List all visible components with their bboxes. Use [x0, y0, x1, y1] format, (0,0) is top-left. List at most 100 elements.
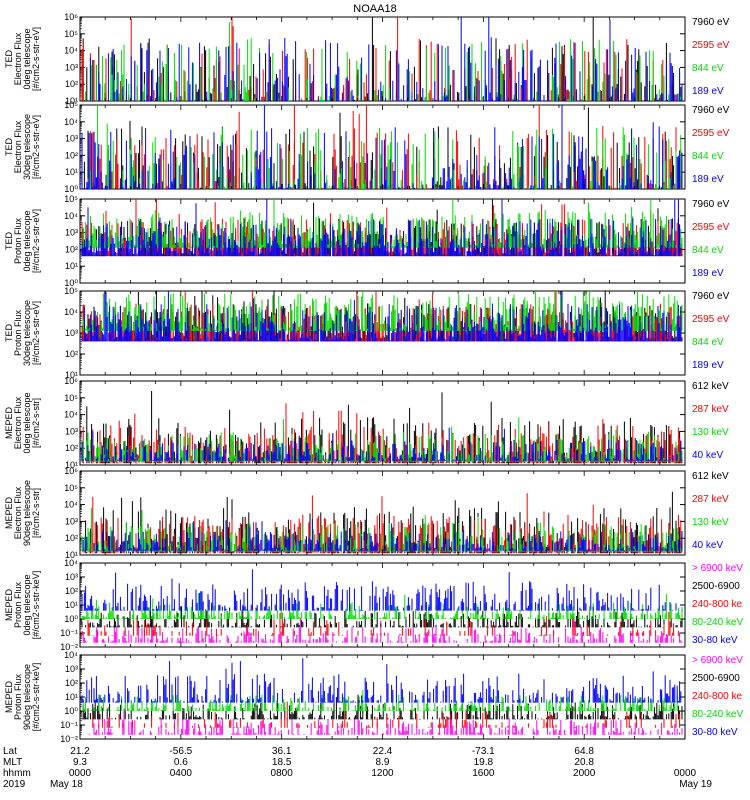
- trace-black: [81, 694, 683, 720]
- trace-blue: [82, 519, 683, 551]
- trace-blue: [81, 291, 683, 342]
- legend-entry: 240-800 ke: [692, 691, 742, 702]
- y-axis-label-line: 0deg telescope: [22, 210, 32, 271]
- y-tick-label: 10³: [65, 134, 78, 144]
- y-tick-label: 10³: [65, 228, 78, 238]
- x-tick-mlt: 0.6: [174, 757, 188, 768]
- figure-title: NOAA18: [353, 3, 396, 15]
- y-tick-label: 10⁶: [64, 466, 78, 476]
- y-axis-label-line: 30deg telescope: [22, 300, 32, 366]
- panel-5: 10¹ 10² 10³ 10⁴ 10⁵ 10⁶ MEPEDElectron Flux0deg…: [4, 376, 729, 470]
- y-tick-label: 10⁻¹: [60, 720, 78, 730]
- y-axis-label-line: Electron Flux: [13, 120, 23, 173]
- panel-8: 10⁻² 10⁻¹ 10⁰ 10¹ 10² 10³ 10⁴ MEPEDProton Flux9…: [4, 650, 743, 744]
- legend-entry: 287 keV: [692, 494, 729, 505]
- panel-1: 10¹ 10² 10³ 10⁴ 10⁵ 10⁶ TEDElectron Flux0deg t…: [4, 12, 730, 106]
- panel-4: 10¹ 10² 10³ 10⁴ 10⁵ TEDProton Flux30deg teles…: [4, 286, 730, 380]
- trace-black: [82, 17, 682, 101]
- legend-entry: 189 eV: [692, 86, 724, 97]
- trace-green: [81, 593, 683, 619]
- y-axis-label: TEDProton Flux30deg telescope[#/cm2-s-st…: [4, 300, 41, 366]
- legend-entry: 612 keV: [692, 381, 729, 392]
- y-axis-label-line: [#/cm2-s-str-eV]: [31, 209, 41, 273]
- x-tick-lat: -56.5: [169, 746, 192, 757]
- x-tick-hhmm: 1600: [472, 768, 495, 779]
- y-tick-label: 10³: [65, 664, 78, 674]
- y-tick-label: 10⁵: [64, 393, 78, 403]
- x-tick-mlt: 19.8: [474, 757, 494, 768]
- x-tick-hhmm: 0000: [69, 768, 92, 779]
- x-row-label: 2019: [3, 779, 26, 790]
- panel-frame: [79, 562, 686, 648]
- data-traces: [81, 199, 683, 257]
- legend-entry: 2595 eV: [692, 314, 730, 325]
- trace-black: [83, 107, 682, 189]
- y-tick-label: 10¹: [65, 261, 78, 271]
- y-tick-label: 10³: [65, 516, 78, 526]
- y-axis-label: MEPEDProton Flux0deg telescope[#/cm2-s-s…: [4, 571, 41, 640]
- x-tick-mlt: 9.3: [73, 757, 87, 768]
- y-axis-label-line: Electron Flux: [13, 486, 23, 539]
- y-axis-label-line: MEPED: [4, 589, 14, 622]
- trace-magenta: [82, 708, 683, 735]
- data-traces: [81, 105, 683, 189]
- y-tick-label: 10²: [65, 79, 78, 89]
- y-axis-label-line: [#/cm2-s-str-eV]: [31, 301, 41, 365]
- x-tick-hhmm: 2000: [573, 768, 596, 779]
- y-tick-label: 10⁴: [64, 46, 78, 56]
- y-axis-label-line: [#/cm2-s-str-keV]: [31, 663, 41, 732]
- y-tick-label: 10⁵: [64, 194, 78, 204]
- y-axis-label-line: Electron Flux: [13, 396, 23, 449]
- y-axis-label: MEPEDElectron Flux0deg telescope[#/cm2-s…: [4, 392, 41, 453]
- y-axis-label-line: 0deg telescope: [22, 28, 32, 89]
- y-axis-label: TEDElectron Flux30deg telescope[#/cm2-s-…: [4, 114, 41, 180]
- y-tick-label: 10⁻¹: [60, 628, 78, 638]
- y-axis-label-line: 30deg telescope: [22, 114, 32, 180]
- y-axis-label-line: 0deg telescope: [22, 574, 32, 635]
- y-tick-label: 10²: [65, 244, 78, 254]
- trace-red: [81, 612, 681, 636]
- y-tick-label: 10²: [65, 678, 78, 688]
- legend-entry: 130 keV: [692, 427, 729, 438]
- x-tick-lat: 36.1: [272, 746, 292, 757]
- trace-green: [85, 22, 683, 101]
- trace-blue: [81, 199, 683, 257]
- y-tick-label: 10⁴: [64, 558, 78, 568]
- legend-entry: 2500-6900: [692, 673, 740, 684]
- trace-blue: [81, 658, 682, 703]
- trace-blue: [81, 105, 683, 189]
- trace-blue: [83, 17, 683, 101]
- y-tick-label: 10⁴: [64, 500, 78, 510]
- y-axis-label-line: Proton Flux: [13, 581, 23, 628]
- y-tick-label: 10⁶: [64, 12, 78, 22]
- x-tick-hhmm: 1200: [371, 768, 394, 779]
- x-tick-date: May 19: [679, 779, 712, 790]
- x-tick-lat: 64.8: [574, 746, 594, 757]
- y-tick-label: 10¹: [65, 600, 78, 610]
- x-tick-mlt: 20.8: [574, 757, 594, 768]
- y-axis-label-line: TED: [4, 49, 14, 68]
- y-axis-label-line: 90deg telescope: [22, 664, 32, 730]
- y-tick-label: 10⁰: [64, 706, 78, 716]
- y-tick-label: 10¹: [65, 460, 78, 470]
- y-axis-label-line: [#/cm2-s-str-keV]: [31, 571, 41, 640]
- y-axis-label-line: MEPED: [4, 407, 14, 440]
- y-tick-label: 10⁰: [64, 614, 78, 624]
- x-row-label: MLT: [3, 757, 22, 768]
- y-axis-label-line: TED: [4, 137, 14, 156]
- legend-entry: 2595 eV: [692, 40, 730, 51]
- legend-entry: > 6900 keV: [692, 563, 743, 574]
- y-axis-label-line: Electron Flux: [13, 32, 23, 85]
- panel-2: 10⁰ 10¹ 10² 10³ 10⁴ 10⁵ TEDElectron Flux30deg …: [4, 100, 730, 194]
- legend-entry: 7960 eV: [692, 199, 730, 210]
- legend-entry: 7960 eV: [692, 105, 730, 116]
- legend-entry: 130 keV: [692, 517, 729, 528]
- y-tick-label: 10¹: [65, 370, 78, 380]
- legend-entry: 7960 eV: [692, 17, 730, 28]
- y-tick-label: 10³: [65, 62, 78, 72]
- data-traces: [81, 17, 683, 101]
- x-tick-lat: 21.2: [70, 746, 90, 757]
- legend-entry: 7960 eV: [692, 291, 730, 302]
- x-tick-hhmm: 0400: [170, 768, 193, 779]
- legend-entry: 2595 eV: [692, 128, 730, 139]
